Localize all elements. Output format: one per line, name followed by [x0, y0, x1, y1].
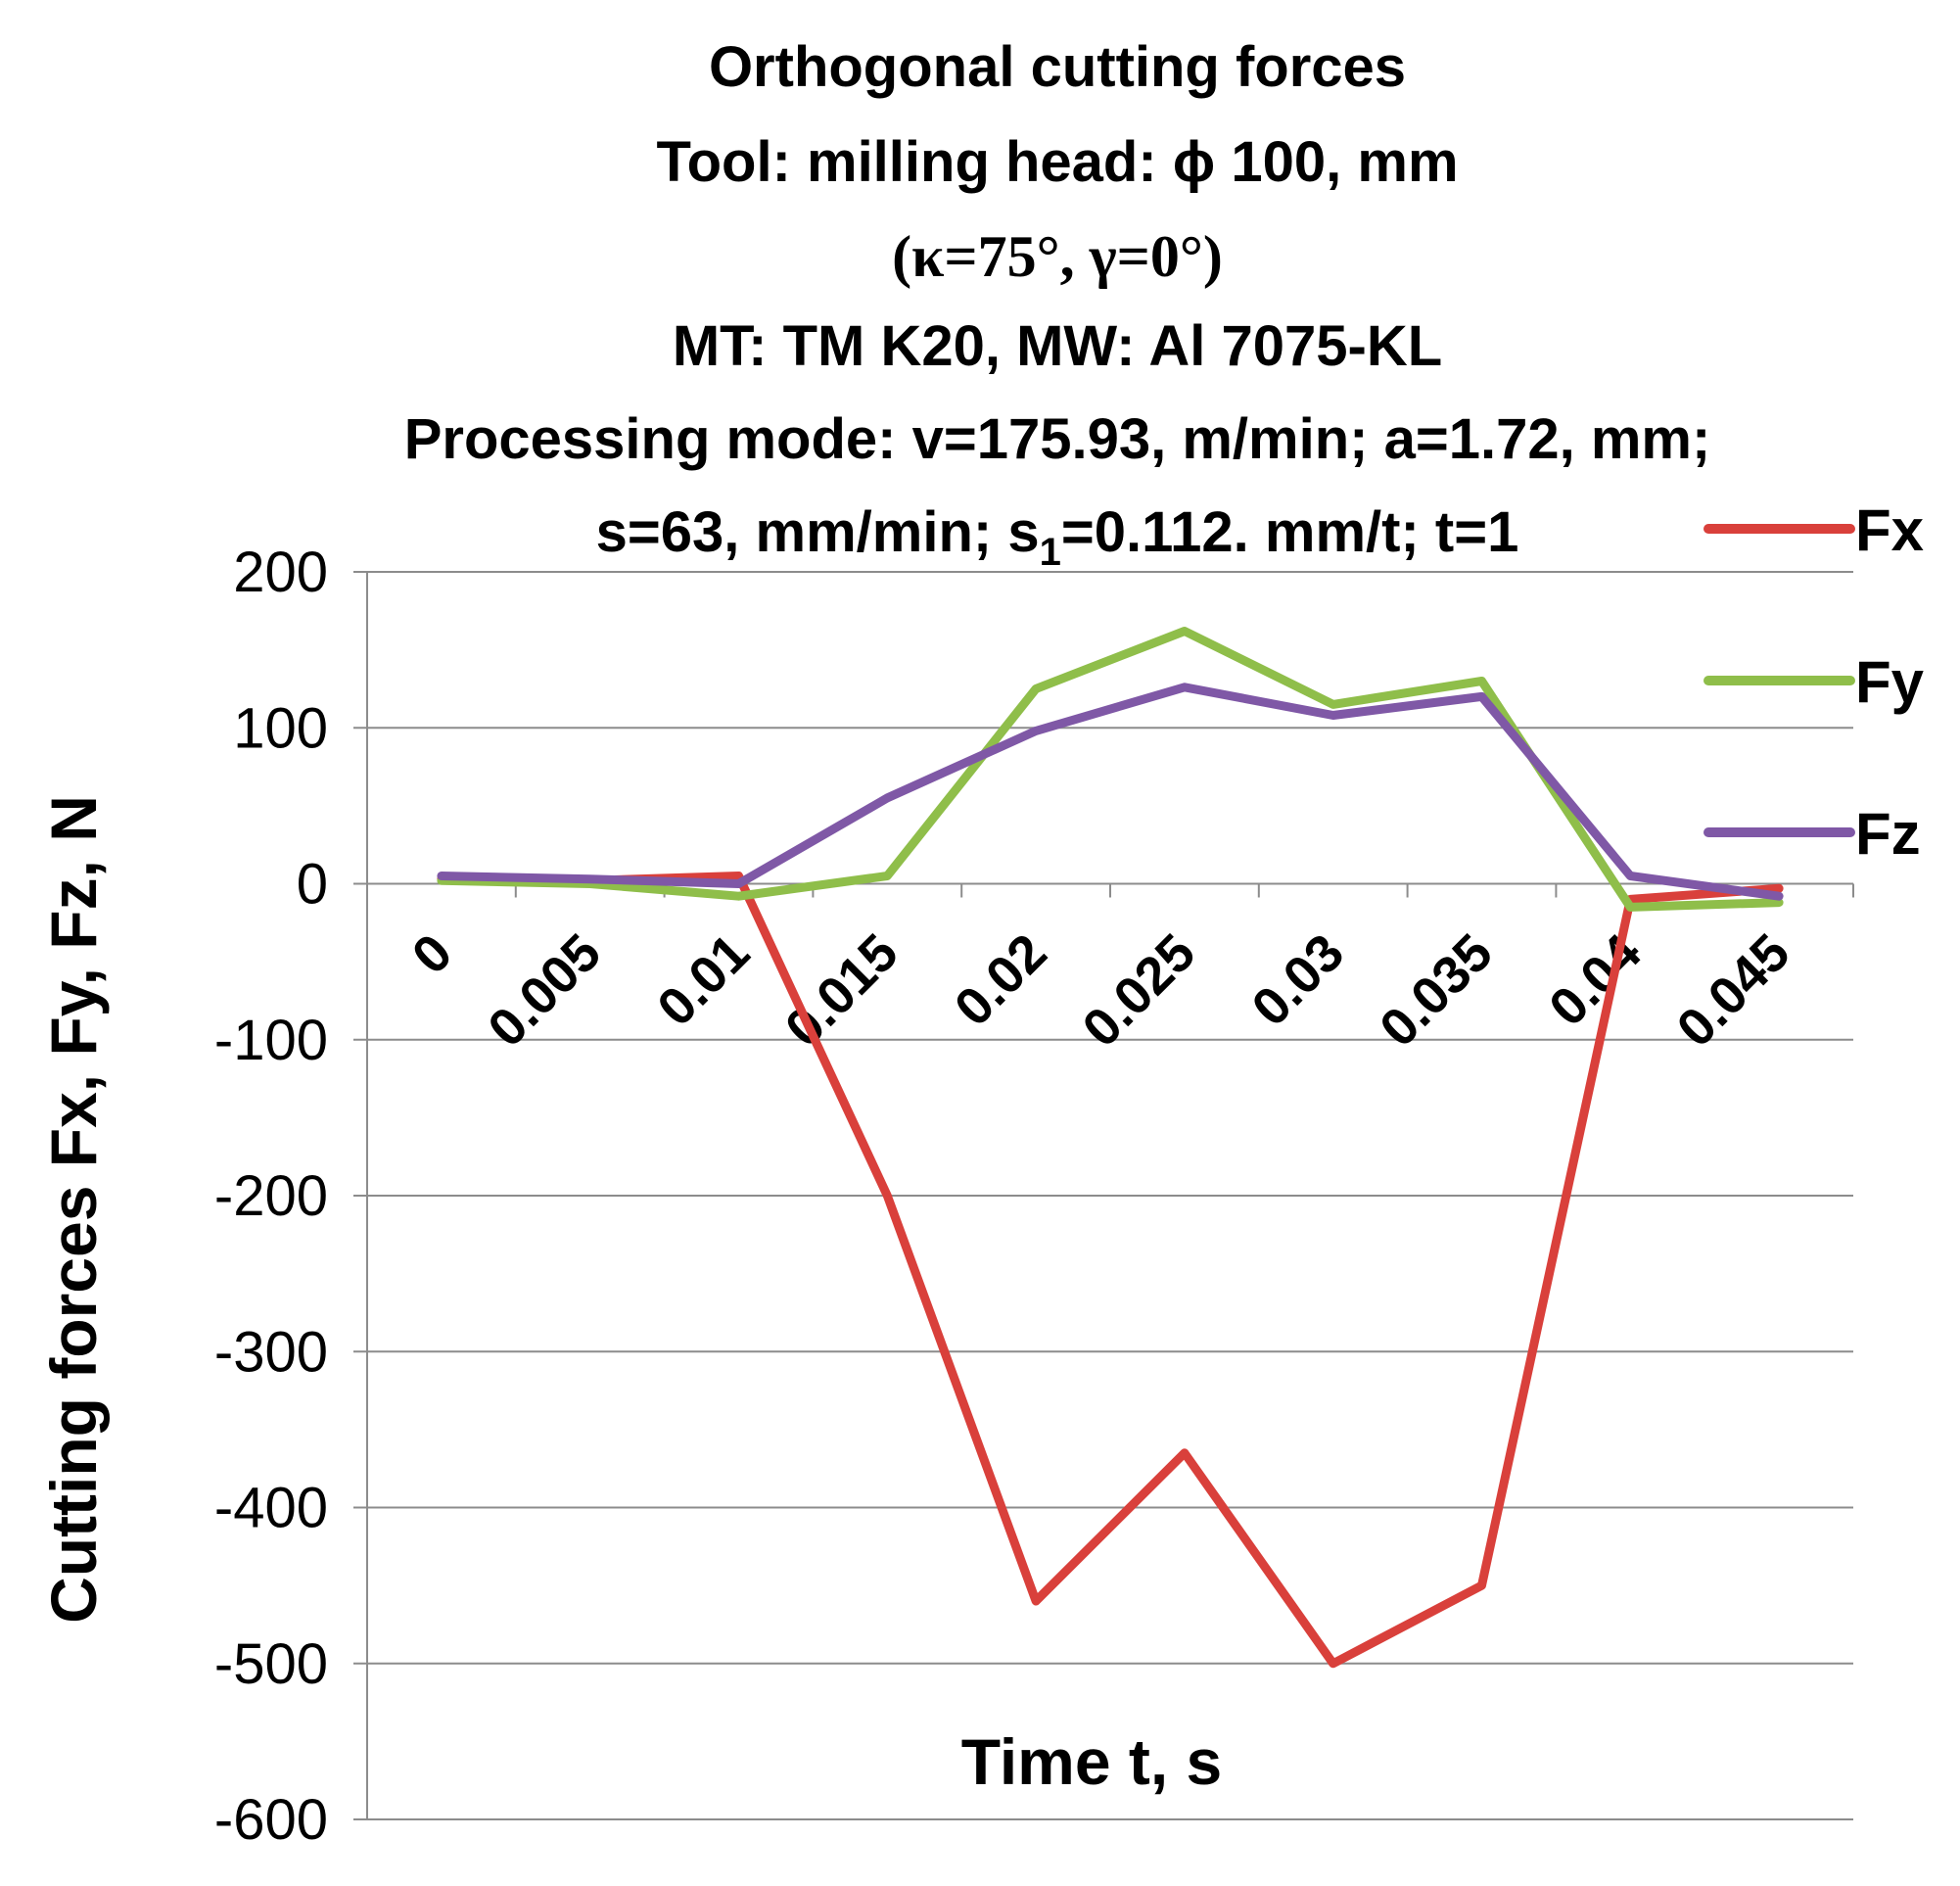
x-tick-label: 0.02: [944, 923, 1058, 1038]
y-tick-label: -500: [214, 1632, 328, 1696]
title-line-1: Orthogonal cutting forces: [709, 35, 1406, 99]
title-line-5: Processing mode: v=175.93, m/min; a=1.72…: [404, 407, 1711, 471]
x-tick-label: 0: [401, 923, 464, 986]
y-axis-tick-labels: 200 100 0 -100 -200 -300 -400 -500 -600: [214, 541, 328, 1852]
y-tick-label: 100: [233, 696, 328, 760]
title-line-4: MT: TM K20, MW: Al 7075-KL: [673, 314, 1442, 378]
x-tick-label: 0.03: [1240, 923, 1355, 1038]
title-line-2: Tool: milling head: ϕ 100, mm: [656, 130, 1458, 194]
chart-title: Orthogonal cutting forces Tool: milling …: [404, 35, 1711, 574]
x-axis-title: Time t, s: [961, 1725, 1223, 1798]
y-tick-label: -400: [214, 1477, 328, 1540]
x-tick-label: 0.035: [1369, 923, 1504, 1059]
y-tick-label: -100: [214, 1009, 328, 1072]
title-line-6: s=63, mm/min; s1=0.112. mm/t; t=1: [596, 500, 1519, 574]
legend-label-fy: Fy: [1855, 649, 1925, 715]
series-line-fz: [442, 687, 1779, 896]
legend-label-fz: Fz: [1855, 801, 1921, 867]
y-axis-title: Cutting forces Fx, Fy, Fz, N: [37, 795, 110, 1624]
series-line-fy: [442, 632, 1779, 908]
x-tick-label: 0.01: [646, 923, 761, 1038]
x-tick-label: 0.005: [477, 923, 612, 1059]
y-tick-label: 0: [297, 853, 328, 917]
gridlines: [367, 572, 1853, 1819]
x-tick-label: 0.045: [1666, 923, 1801, 1059]
y-tick-label: -600: [214, 1788, 328, 1852]
legend: Fx Fy Fz: [1708, 497, 1925, 867]
title-line-6-pre: s=63, mm/min; s: [596, 500, 1040, 564]
title-line-6-sub: 1: [1040, 531, 1061, 574]
series-lines: [442, 631, 1779, 1663]
y-tick-label: 200: [233, 541, 328, 604]
x-tick-label: 0.025: [1071, 923, 1206, 1059]
y-tick-label: -200: [214, 1164, 328, 1228]
x-tick-label: 0.04: [1538, 923, 1653, 1038]
title-line-6-post: =0.112. mm/t; t=1: [1061, 500, 1518, 564]
legend-label-fx: Fx: [1855, 497, 1924, 563]
y-tick-label: -300: [214, 1320, 328, 1384]
title-line-3: (κ=75°, γ=0°): [892, 224, 1223, 289]
